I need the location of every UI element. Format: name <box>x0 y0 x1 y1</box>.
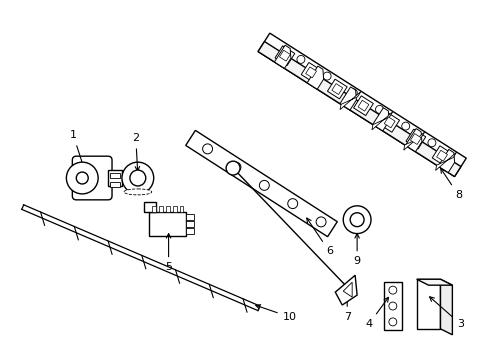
Bar <box>110 182 120 187</box>
Bar <box>143 202 155 212</box>
Polygon shape <box>335 275 356 305</box>
Bar <box>186 214 194 220</box>
Polygon shape <box>301 63 320 82</box>
Circle shape <box>122 162 153 194</box>
Polygon shape <box>274 45 290 68</box>
Polygon shape <box>305 67 316 78</box>
Circle shape <box>348 89 357 97</box>
Polygon shape <box>185 130 337 237</box>
Polygon shape <box>274 46 294 66</box>
Circle shape <box>388 286 396 294</box>
Text: 3: 3 <box>429 297 463 329</box>
Polygon shape <box>353 96 373 116</box>
Polygon shape <box>258 41 460 177</box>
Polygon shape <box>437 149 454 172</box>
Polygon shape <box>379 113 399 132</box>
Circle shape <box>388 318 396 326</box>
Polygon shape <box>306 66 323 89</box>
Bar <box>148 212 186 235</box>
Bar <box>383 282 401 330</box>
Circle shape <box>76 172 88 184</box>
Ellipse shape <box>123 189 151 195</box>
Polygon shape <box>384 117 394 128</box>
Text: 1: 1 <box>70 130 85 171</box>
Polygon shape <box>403 132 424 150</box>
Circle shape <box>401 122 409 130</box>
Bar <box>172 206 176 212</box>
Text: 8: 8 <box>440 168 461 200</box>
Polygon shape <box>343 282 351 297</box>
Polygon shape <box>405 129 421 152</box>
Text: 5: 5 <box>165 234 172 272</box>
Circle shape <box>202 144 212 154</box>
Polygon shape <box>327 79 346 99</box>
Circle shape <box>315 217 325 227</box>
Text: 10: 10 <box>255 305 296 322</box>
Circle shape <box>343 206 370 234</box>
Text: 4: 4 <box>365 297 387 329</box>
Bar <box>186 228 194 234</box>
Circle shape <box>427 139 435 147</box>
Text: 9: 9 <box>353 234 360 266</box>
Polygon shape <box>435 152 456 170</box>
Bar <box>108 170 122 186</box>
Polygon shape <box>416 279 451 285</box>
Text: 6: 6 <box>306 218 332 256</box>
Polygon shape <box>339 87 356 110</box>
Circle shape <box>287 199 297 208</box>
Polygon shape <box>339 91 361 109</box>
Polygon shape <box>409 134 421 144</box>
Bar <box>110 173 120 178</box>
Bar <box>165 206 169 212</box>
Circle shape <box>323 72 330 80</box>
Polygon shape <box>331 84 342 94</box>
Circle shape <box>259 180 269 190</box>
Polygon shape <box>431 146 451 166</box>
Circle shape <box>296 55 305 63</box>
Bar <box>186 221 194 227</box>
Polygon shape <box>357 100 368 111</box>
Bar <box>151 206 155 212</box>
Polygon shape <box>372 108 388 131</box>
FancyBboxPatch shape <box>72 156 112 200</box>
Bar <box>179 206 183 212</box>
Text: 2: 2 <box>132 133 139 171</box>
Polygon shape <box>436 150 447 161</box>
Polygon shape <box>258 33 466 177</box>
Circle shape <box>230 162 241 172</box>
Polygon shape <box>440 279 451 335</box>
Circle shape <box>349 213 364 227</box>
Circle shape <box>130 170 145 186</box>
Bar <box>416 279 440 329</box>
Circle shape <box>388 302 396 310</box>
Polygon shape <box>371 112 392 130</box>
Polygon shape <box>279 50 290 61</box>
Circle shape <box>225 161 240 175</box>
Polygon shape <box>405 129 425 149</box>
Bar <box>158 206 163 212</box>
Circle shape <box>66 162 98 194</box>
Text: 7: 7 <box>343 283 350 322</box>
Circle shape <box>375 105 383 113</box>
